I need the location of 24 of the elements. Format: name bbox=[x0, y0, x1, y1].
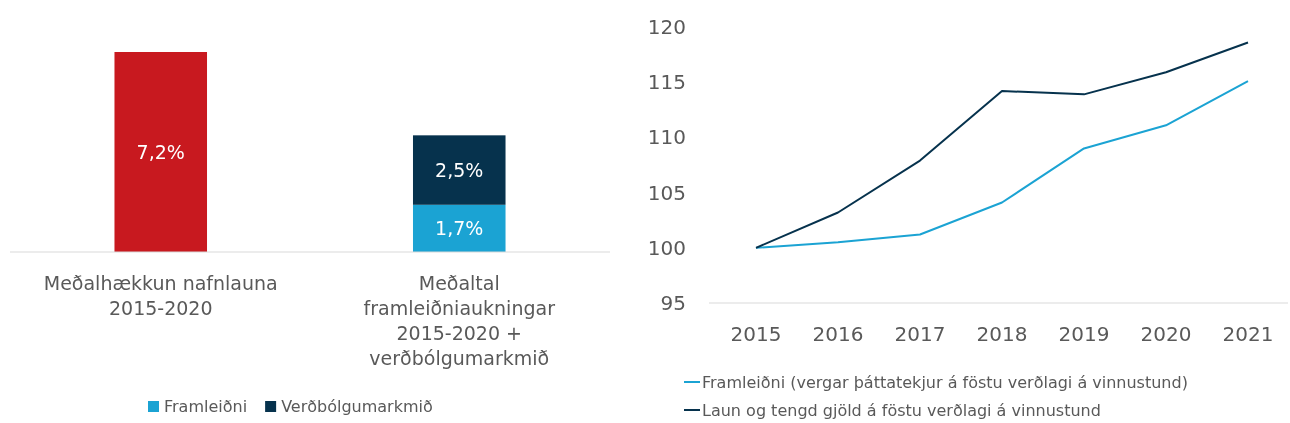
x-tick-label: 2016 bbox=[812, 322, 864, 346]
data-label: 2,5% bbox=[435, 159, 484, 182]
x-tick-label: 2018 bbox=[976, 322, 1028, 346]
x-tick-label: 2017 bbox=[894, 322, 946, 346]
legend-label: Verðbólgumarkmið bbox=[281, 397, 433, 416]
line-series bbox=[755, 80, 1249, 249]
data-label: 7,2% bbox=[136, 141, 185, 163]
line-series bbox=[755, 41, 1249, 249]
x-tick-label: 2021 bbox=[1222, 322, 1274, 346]
y-tick-label: 105 bbox=[647, 180, 686, 205]
y-tick-label: 110 bbox=[647, 125, 686, 150]
y-tick-label: 95 bbox=[660, 291, 686, 315]
data-label: 1,7% bbox=[435, 217, 484, 240]
x-tick-label: Meðalhækkun nafnlauna 2015-2020 bbox=[43, 272, 278, 319]
x-tick-label: Meðaltal framleiðniaukningar 2015-2020 + verðbólgumarkmið bbox=[363, 272, 556, 369]
x-tick-label: 2019 bbox=[1058, 322, 1110, 346]
legend-label: Framleiðni (vergar þáttatekjur á föstu verðlagi á vinnustund) bbox=[702, 373, 1188, 392]
y-tick-label: 100 bbox=[647, 235, 686, 260]
x-tick-label: 2015 bbox=[730, 322, 782, 346]
legend-label: Framleiðni bbox=[164, 397, 248, 416]
y-tick-label: 115 bbox=[647, 70, 686, 95]
y-tick-label: 120 bbox=[647, 15, 686, 39]
x-tick-label: 2020 bbox=[1140, 322, 1192, 346]
legend-label: Laun og tengd gjöld á föstu verðlagi á vinnustund bbox=[702, 401, 1101, 420]
